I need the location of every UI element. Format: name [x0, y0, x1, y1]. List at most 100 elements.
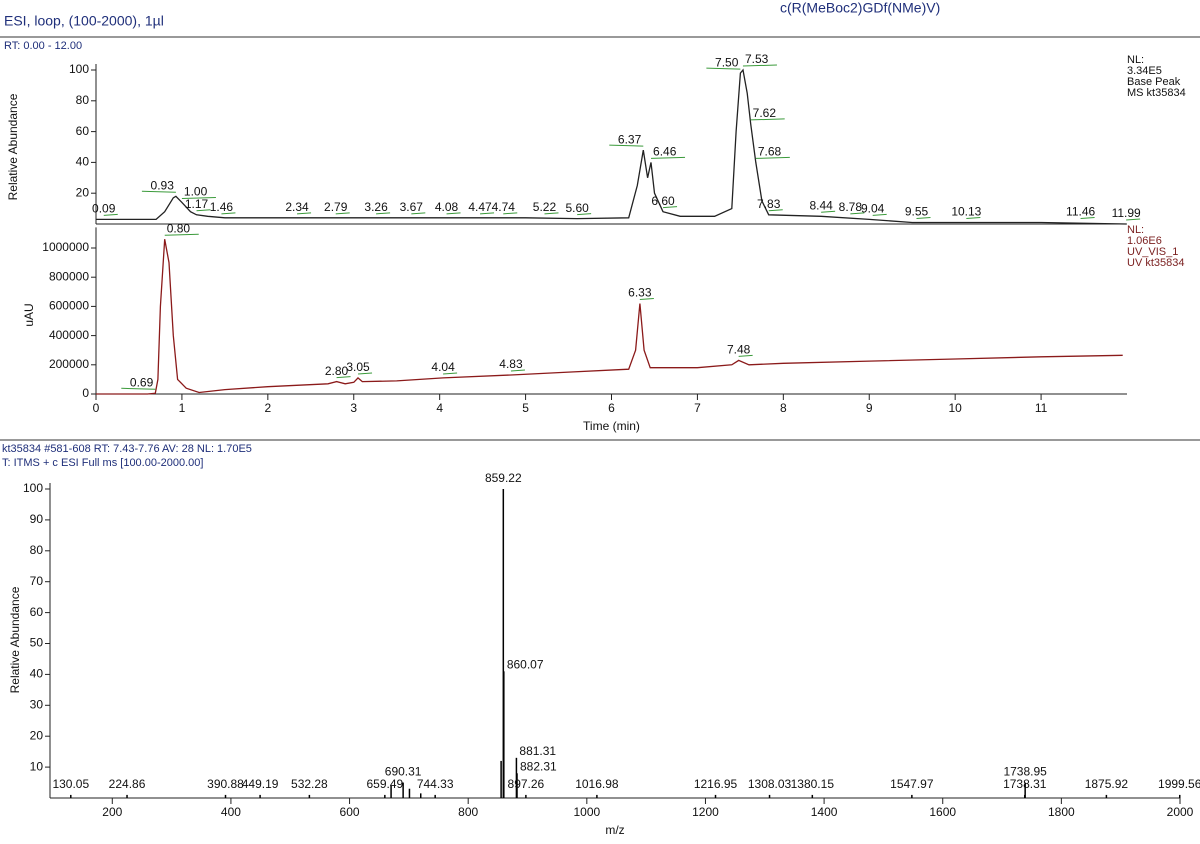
peak-label: 6.33	[628, 286, 652, 300]
peak-marker	[872, 213, 887, 216]
peak-label: 1380.15	[791, 777, 835, 791]
x-tick-label: 6	[608, 401, 615, 415]
peak-marker	[503, 212, 518, 215]
peak-label: 532.28	[291, 777, 328, 791]
peak-label: 1216.95	[694, 777, 738, 791]
y-tick-label: 80	[76, 93, 90, 107]
x-tick-label: 600	[340, 805, 360, 819]
x-axis-label: Time (min)	[583, 419, 640, 433]
peak-marker	[297, 212, 312, 215]
peak-marker	[446, 212, 461, 215]
y-tick-label: 50	[30, 636, 44, 650]
peak-label: 1.46	[210, 200, 234, 214]
x-tick-label: 7	[694, 401, 701, 415]
peak-label: 8.44	[809, 198, 833, 212]
peak-marker	[750, 118, 785, 121]
peak-label: 1999.56	[1158, 777, 1200, 791]
x-tick-label: 1400	[811, 805, 838, 819]
peak-label: 690.31	[385, 765, 422, 779]
peak-marker	[821, 210, 836, 213]
trace-info: NL:	[1127, 54, 1144, 66]
peak-label: 1738.95	[1003, 765, 1047, 779]
peak-label: 8.78	[839, 200, 863, 214]
trace	[96, 68, 1127, 225]
peak-marker	[376, 212, 391, 215]
y-tick-label: 70	[30, 574, 44, 588]
peak-marker	[181, 196, 216, 199]
y-axis-label: Relative Abundance	[6, 93, 20, 200]
peak-label: 2.80	[325, 364, 349, 378]
x-tick-label: 1800	[1048, 805, 1075, 819]
peak-label: 7.50	[715, 55, 739, 69]
y-tick-label: 20	[30, 728, 44, 742]
rt-range: RT: 0.00 - 12.00	[4, 40, 82, 52]
peak-marker	[706, 67, 741, 70]
peak-label: 224.86	[109, 777, 146, 791]
peak-label: 1308.03	[748, 777, 792, 791]
peak-label: 1.17	[185, 197, 209, 211]
peak-marker	[480, 212, 495, 215]
peak-marker	[510, 369, 526, 372]
y-tick-label: 60	[30, 605, 44, 619]
peak-label: 4.04	[431, 360, 455, 374]
x-tick-label: 1000	[573, 805, 600, 819]
peak-label: 11.99	[1112, 206, 1141, 220]
peak-marker	[916, 216, 931, 219]
peak-label: 3.26	[364, 200, 388, 214]
peak-marker	[609, 144, 644, 147]
peak-label: 6.60	[651, 194, 675, 208]
y-tick-label: 30	[30, 697, 44, 711]
y-tick-label: 40	[30, 667, 44, 681]
x-axis-label: m/z	[605, 823, 624, 837]
peak-label: 1547.97	[890, 777, 934, 791]
peak-marker	[738, 354, 753, 357]
peak-label: 130.05	[52, 777, 89, 791]
peak-label: 3.05	[346, 360, 370, 374]
peak-marker	[651, 156, 686, 159]
x-tick-label: 800	[458, 805, 478, 819]
peak-label: 6.46	[653, 145, 677, 159]
trace-info: 3.34E5	[1127, 65, 1162, 77]
peak-marker	[196, 209, 211, 212]
peak-marker	[121, 387, 156, 390]
x-tick-label: 400	[221, 805, 241, 819]
peak-label: 2.34	[285, 200, 309, 214]
y-tick-label: 80	[30, 543, 44, 557]
x-tick-label: 200	[102, 805, 122, 819]
y-axis-label: Relative Abundance	[8, 586, 22, 693]
peak-marker	[663, 206, 678, 209]
y-tick-label: 600000	[49, 299, 89, 313]
peak-label: 0.93	[151, 178, 175, 192]
x-tick-label: 0	[93, 401, 100, 415]
method: ESI, loop, (100-2000), 1µl	[4, 13, 164, 29]
trace-info: MS kt35834	[1127, 87, 1186, 99]
peak-label: 390.88	[207, 777, 244, 791]
peak-label: 1.00	[184, 185, 208, 199]
peak-marker	[164, 233, 199, 236]
trace	[96, 239, 1123, 395]
y-tick-label: 20	[76, 185, 90, 199]
y-tick-label: 800000	[49, 269, 89, 283]
peak-marker	[742, 64, 777, 67]
peak-label: 3.67	[400, 200, 424, 214]
peak-label: 897.26	[508, 777, 545, 791]
peak-label: 881.31	[519, 744, 556, 758]
peak-label: 744.33	[417, 777, 454, 791]
peak-label: 449.19	[242, 777, 279, 791]
peak-marker	[103, 213, 118, 216]
peak-marker	[966, 216, 981, 219]
peak-marker	[358, 372, 373, 375]
peak-label: 7.68	[758, 145, 782, 159]
y-tick-label: 90	[30, 512, 44, 526]
peak-label: 4.08	[435, 200, 459, 214]
peak-label: 7.83	[757, 197, 781, 211]
scan-filter: T: ITMS + c ESI Full ms [100.00-2000.00]	[2, 457, 203, 469]
trace-info: NL:	[1127, 224, 1144, 236]
peak-label: 1875.92	[1085, 777, 1129, 791]
peak-label: 859.22	[485, 471, 522, 485]
peak-marker	[443, 372, 458, 375]
peak-label: 11.46	[1066, 205, 1095, 219]
peak-label: 860.07	[507, 657, 544, 671]
trace-info: UV kt35834	[1127, 257, 1184, 269]
peak-marker	[141, 190, 176, 193]
